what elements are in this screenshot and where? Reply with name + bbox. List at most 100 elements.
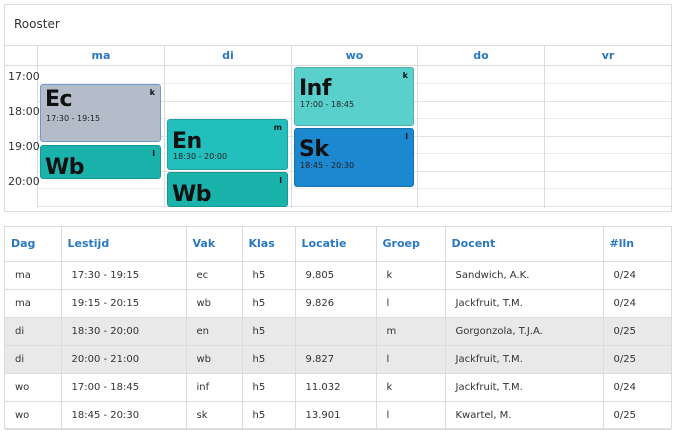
lesson-code: Inf [299,76,331,101]
cell-docent: Gorgonzola, T.J.A. [445,317,604,346]
cell-locatie: 9.805 [295,261,377,290]
cell-groep: k [376,261,446,290]
time-label: 19:00 [8,140,40,153]
cell-lestijd: 17:30 - 19:15 [61,261,187,290]
lesson-block-inf[interactable]: Inf 17:00 - 18:45 k [294,67,414,126]
day-header-di: di [164,46,291,66]
lesson-group: k [149,88,155,97]
day-header-vr: vr [544,46,671,66]
cell-klas: h5 [242,373,296,402]
cell-klas: h5 [242,401,296,430]
cell-docent: Kwartel, M. [445,401,604,430]
column-header-dag[interactable]: Dag [5,227,62,262]
cell-vak: ec [186,261,243,290]
cell-lestijd: 18:30 - 20:00 [61,317,187,346]
schedule-grid: 17:00 18:00 19:00 20:00 Ec 17:30 - 19:15… [5,66,671,208]
day-header-ma: ma [37,46,164,66]
column-header-klas[interactable]: Klas [242,227,296,262]
cell-locatie: 9.827 [295,345,377,374]
cell-klas: h5 [242,317,296,346]
cell-docent: Jackfruit, T.M. [445,373,604,402]
lesson-group: m [273,123,282,132]
lesson-time: 17:00 - 18:45 [300,100,355,109]
cell-vak: sk [186,401,243,430]
cell-klas: h5 [242,345,296,374]
lesson-block-en[interactable]: En 18:30 - 20:00 m [167,119,288,170]
lesson-group: l [405,132,408,141]
table-header-row: Dag Lestijd Vak Klas Locatie Groep Docen… [5,227,671,262]
cell-groep: m [376,317,446,346]
cell-groep: l [376,345,446,374]
cell-vak: wb [186,289,243,318]
cell-docent: Jackfruit, T.M. [445,289,604,318]
lesson-code: Wb [45,155,85,179]
cell-lestijd: 17:00 - 18:45 [61,373,187,402]
table-row[interactable]: di 18:30 - 20:00 en h5 m Gorgonzola, T.J… [5,317,671,346]
cell-docent: Sandwich, A.K. [445,261,604,290]
lesson-block-ec[interactable]: Ec 17:30 - 19:15 k [40,84,161,142]
cell-dag: ma [5,289,62,318]
cell-lestijd: 19:15 - 20:15 [61,289,187,318]
cell-lln: 0/25 [603,345,671,374]
lesson-code: Wb [172,182,212,207]
cell-dag: di [5,345,62,374]
lesson-code: Sk [299,137,329,162]
lesson-group: l [279,176,282,185]
time-label: 18:00 [8,105,40,118]
cell-groep: k [376,373,446,402]
column-header-vak[interactable]: Vak [186,227,243,262]
lesson-group: l [152,149,155,158]
cell-locatie: 11.032 [295,373,377,402]
table-row[interactable]: di 20:00 - 21:00 wb h5 9.827 l Jackfruit… [5,345,671,374]
cell-lestijd: 18:45 - 20:30 [61,401,187,430]
cell-locatie: 13.901 [295,401,377,430]
lesson-code: En [172,129,202,154]
day-header-wo: wo [291,46,417,66]
week-schedule: ma di wo do vr 17:00 18:00 19:00 [5,45,671,211]
lessons-table: Dag Lestijd Vak Klas Locatie Groep Docen… [5,227,671,430]
day-header-row: ma di wo do vr [5,45,671,66]
column-header-groep[interactable]: Groep [376,227,446,262]
table-row[interactable]: wo 17:00 - 18:45 inf h5 11.032 k Jackfru… [5,373,671,402]
lesson-group: k [402,71,408,80]
cell-dag: wo [5,401,62,430]
cell-klas: h5 [242,261,296,290]
cell-vak: wb [186,345,243,374]
cell-dag: wo [5,373,62,402]
lessons-table-panel: Dag Lestijd Vak Klas Locatie Groep Docen… [4,226,672,430]
lesson-time: 18:30 - 20:00 [173,152,228,161]
cell-klas: h5 [242,289,296,318]
cell-groep: l [376,289,446,318]
lesson-code: Ec [45,87,73,112]
cell-lln: 0/25 [603,317,671,346]
lesson-block-wb[interactable]: Wb l [40,145,161,179]
cell-dag: ma [5,261,62,290]
table-row[interactable]: wo 18:45 - 20:30 sk h5 13.901 l Kwartel,… [5,401,671,430]
table-row[interactable]: ma 19:15 - 20:15 wb h5 9.826 l Jackfruit… [5,289,671,318]
cell-vak: inf [186,373,243,402]
lesson-block-wb[interactable]: Wb l [167,172,288,207]
rooster-panel: Rooster ma di wo do vr 17:00 [4,4,672,212]
time-label: 20:00 [8,175,40,188]
column-header-lln[interactable]: #lln [603,227,671,262]
lesson-block-sk[interactable]: Sk 18:45 - 20:30 l [294,128,414,187]
cell-locatie [295,317,377,346]
cell-locatie: 9.826 [295,289,377,318]
cell-lestijd: 20:00 - 21:00 [61,345,187,374]
cell-lln: 0/24 [603,289,671,318]
day-header-do: do [417,46,544,66]
column-header-lestijd[interactable]: Lestijd [61,227,187,262]
cell-docent: Jackfruit, T.M. [445,345,604,374]
cell-lln: 0/25 [603,401,671,430]
cell-groep: l [376,401,446,430]
cell-dag: di [5,317,62,346]
column-header-docent[interactable]: Docent [445,227,604,262]
panel-title: Rooster [14,17,60,31]
cell-vak: en [186,317,243,346]
column-header-locatie[interactable]: Locatie [295,227,377,262]
time-label: 17:00 [8,70,40,83]
cell-lln: 0/24 [603,261,671,290]
table-row[interactable]: ma 17:30 - 19:15 ec h5 9.805 k Sandwich,… [5,261,671,290]
lesson-time: 18:45 - 20:30 [300,161,355,170]
lesson-time: 17:30 - 19:15 [46,114,101,123]
